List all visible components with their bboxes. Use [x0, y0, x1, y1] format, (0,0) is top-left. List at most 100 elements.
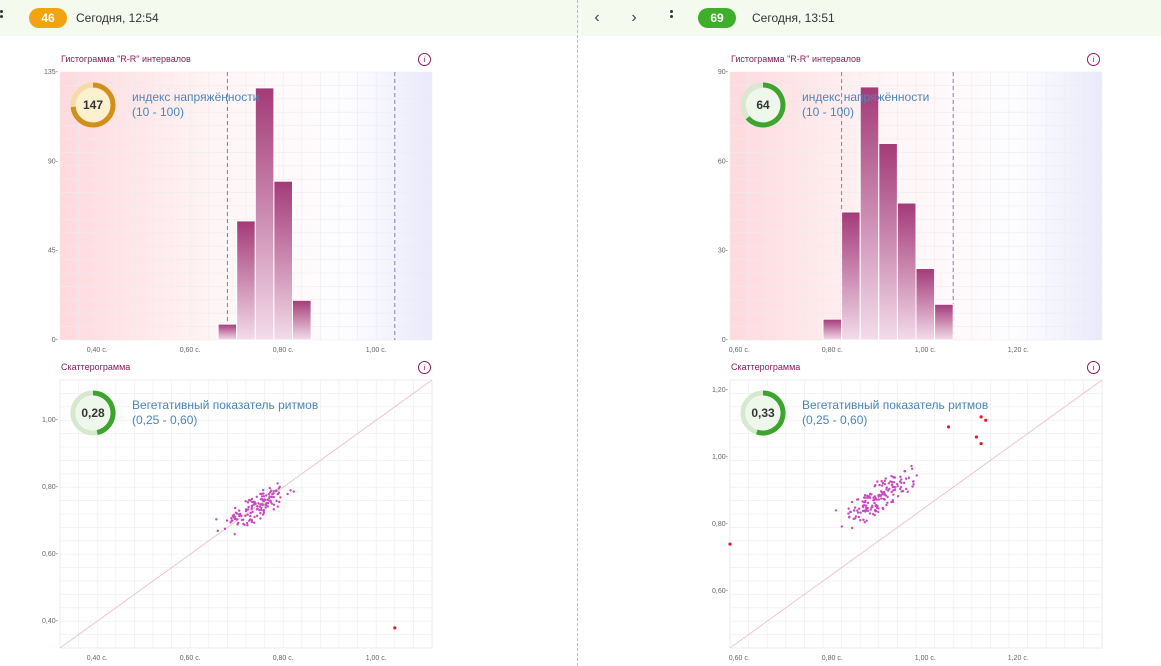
rr-histogram-chart: 90- 60- 30- 0-0,60 с. 0,80 с. 1,00 с. 1,20 с. 6…	[718, 69, 1103, 354]
x-tick-label: 0,40 с.	[87, 347, 108, 354]
more-menu-icon[interactable]	[670, 10, 674, 20]
session-score-badge: 69	[698, 8, 736, 28]
scatter-point	[223, 527, 227, 531]
histogram-bar	[841, 211, 861, 341]
x-tick-label: 1,00 с.	[915, 347, 936, 354]
scatter-point	[863, 494, 867, 497]
scatter-point	[877, 507, 880, 510]
scatter-point	[231, 519, 234, 522]
scatter-point	[248, 519, 251, 522]
scatter-point	[865, 519, 868, 522]
y-tick-label: 0-	[52, 337, 59, 344]
scatter-point	[877, 510, 880, 514]
scattergram-chart: 1,20- 1,00- 0,80- 0,60- 0,60 с. 0,80 с. 1,00 с…	[712, 379, 1103, 662]
y-tick-label: 0,60-	[712, 588, 729, 595]
scatter-point	[250, 504, 254, 507]
x-tick-label: 0,60 с.	[729, 655, 750, 662]
scatter-point	[247, 508, 250, 511]
scatter-point	[883, 498, 886, 501]
scatter-point	[881, 506, 884, 510]
metric-name: индекс напряжённости	[132, 90, 260, 104]
scatter-point	[876, 480, 879, 483]
scatter-point	[856, 498, 859, 501]
scatter-point	[246, 524, 249, 527]
scatter-point	[887, 482, 890, 485]
outlier-point	[946, 425, 951, 429]
identity-line	[59, 379, 433, 649]
scatter-point	[268, 496, 271, 500]
scatter-point	[233, 532, 236, 536]
scatter-point	[268, 486, 271, 490]
scatter-point	[249, 511, 252, 515]
scatter-point	[880, 480, 883, 483]
scatter-point	[867, 496, 870, 499]
scatter-point	[892, 485, 896, 489]
scatter-point	[246, 513, 249, 516]
scatter-point	[292, 490, 295, 493]
scatter-point	[852, 517, 855, 521]
scatter-point	[868, 492, 872, 496]
chevron-right-icon[interactable]: ›	[631, 9, 637, 26]
chevron-left-icon[interactable]: ‹	[594, 9, 600, 26]
x-tick-label: 0,80 с.	[822, 347, 843, 354]
metric-range: (10 - 100)	[802, 105, 855, 119]
session-header: 46 Сегодня, 12:54	[0, 0, 580, 36]
scatter-point	[866, 509, 870, 513]
scatter-point	[262, 509, 265, 513]
scatter-point	[243, 523, 246, 527]
scatter-point	[900, 490, 903, 493]
info-icon[interactable]: i	[1087, 53, 1100, 66]
histogram-title: Гистограмма "R-R" интервалов	[61, 54, 191, 64]
scatter-point	[232, 513, 236, 517]
scatter-point	[886, 501, 889, 505]
more-menu-icon[interactable]	[0, 10, 4, 20]
info-icon[interactable]: i	[418, 361, 431, 374]
scatter-point	[886, 495, 889, 499]
info-icon[interactable]: i	[1087, 361, 1100, 374]
scatter-point	[854, 515, 858, 518]
scatter-point	[244, 509, 248, 513]
scatter-point	[251, 510, 254, 514]
histogram-bar	[273, 180, 293, 341]
session-header: ‹ › 69 Сегодня, 13:51	[581, 0, 1161, 36]
scatter-point	[272, 503, 276, 506]
scatter-point	[874, 484, 877, 487]
scatter-point	[265, 504, 268, 507]
autonomic-index-label: Вегетативный показатель ритмов (0,25 - 0…	[132, 398, 318, 428]
y-tick-label: 1,00-	[42, 417, 59, 424]
scatter-point	[847, 512, 850, 515]
x-tick-label: 0,60 с.	[180, 655, 201, 662]
info-icon[interactable]: i	[418, 53, 431, 66]
y-tick-label: 1,00-	[712, 454, 729, 461]
scatter-point	[266, 501, 270, 505]
scatter-point	[247, 505, 250, 509]
gauge-fill	[746, 88, 780, 122]
identity-line	[729, 379, 1103, 649]
scatter-point	[229, 521, 232, 524]
histogram-bar	[896, 202, 917, 341]
scatter-point	[892, 493, 895, 496]
scatter-point	[255, 495, 258, 499]
left-session-panel: 46 Сегодня, 12:54 Гистограмма "R-R" инте…	[0, 0, 580, 666]
scatter-point	[907, 476, 911, 480]
scatter-title: Скаттерограмма	[731, 362, 801, 372]
scatter-point	[246, 501, 250, 504]
scatter-point	[910, 464, 913, 468]
histogram-bar	[254, 87, 275, 341]
y-tick-label: 1,20-	[712, 387, 729, 394]
scatter-point	[855, 509, 859, 512]
metric-range: (0,25 - 0,60)	[802, 413, 868, 427]
scatter-point	[886, 489, 890, 492]
scatter-point	[279, 496, 282, 499]
outlier-point	[728, 542, 732, 546]
rr-histogram-chart: 135- 90- 45- 0- 0,40 с. 0,60 с. 0,80 с. 1,00 с.…	[44, 69, 433, 354]
scatter-point	[276, 492, 279, 496]
session-score-badge: 46	[29, 8, 67, 28]
scatter-point	[857, 507, 861, 510]
histogram-bar	[878, 142, 898, 341]
scatter-point	[276, 482, 279, 485]
scatter-point	[891, 480, 894, 484]
scatter-point	[257, 502, 260, 505]
gauge-value: 0,28	[81, 406, 105, 420]
gauge-fill	[76, 88, 110, 122]
